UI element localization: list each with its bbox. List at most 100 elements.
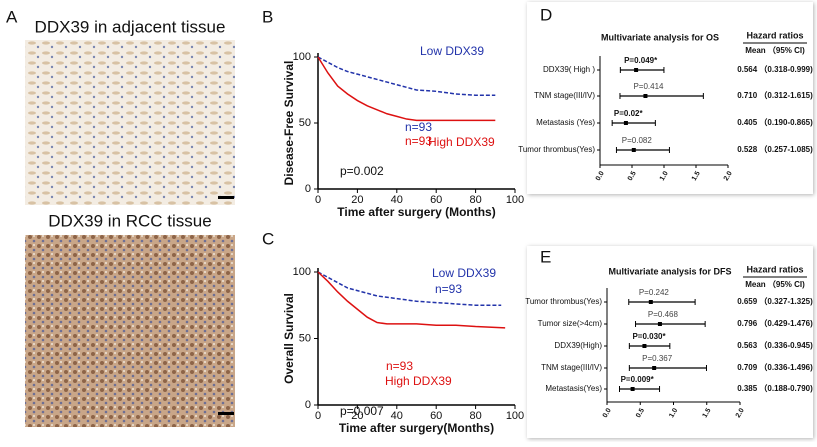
forest-title: Multivariate analysis for DFS: [608, 266, 731, 276]
x-tick-label: 80: [469, 194, 481, 206]
y-tick-label: 0: [305, 183, 311, 195]
y-axis-label: Overall Survival: [282, 293, 296, 384]
column-subheader: Mean （95% CI): [745, 45, 805, 55]
survival-curve: [317, 56, 496, 122]
y-tick-label: 100: [293, 51, 311, 63]
hazard-ratio: [657, 322, 662, 326]
x-tick-label: 0.0: [595, 170, 606, 182]
image-title: DDX39 in adjacent tissue: [35, 17, 226, 36]
x-tick-label: 2.0: [735, 407, 746, 419]
x-tick-label: 80: [469, 410, 481, 422]
row-label: Tumor thrombus(Yes): [518, 145, 595, 154]
x-tick-label: 0.5: [635, 407, 646, 419]
y-tick-label: 100: [293, 266, 311, 278]
legend-label: High DDX39: [385, 374, 452, 388]
forest-title: Multivariate analysis for OS: [601, 32, 719, 42]
hazard-ratio: [642, 344, 647, 348]
p-value: P=0.082: [622, 136, 653, 145]
scale-bar: [218, 412, 234, 415]
column-header: Hazard ratios: [746, 264, 803, 274]
row-label: Tumor size(>4cm): [538, 319, 603, 328]
x-axis-label: Time after surgery (Months): [337, 205, 495, 219]
column-subheader: Mean （95% CI): [745, 279, 805, 289]
x-tick-label: 0.0: [602, 407, 613, 419]
ci-label: 0.563 （0.336-0.945): [737, 340, 813, 350]
x-tick-label: 40: [391, 194, 403, 206]
x-tick-label: 1.0: [668, 407, 679, 419]
legend-label: Low DDX39: [432, 266, 496, 280]
annotation: p=0.007: [340, 404, 384, 418]
x-tick-label: 0.5: [627, 170, 638, 182]
ci-label: 0.710 （0.312-1.615): [737, 90, 813, 100]
hazard-ratio: [623, 121, 628, 125]
panel-label: A: [6, 7, 18, 26]
x-tick-label: 20: [351, 410, 363, 422]
panel-box: [527, 246, 813, 438]
row-label: TNM stage(III/IV): [541, 363, 602, 372]
ci-label: 0.405 （0.190-0.865): [737, 117, 813, 127]
x-tick-label: 60: [430, 410, 442, 422]
survival-curve: [317, 271, 502, 306]
hazard-ratio: [634, 68, 639, 72]
x-tick-label: 20: [351, 194, 363, 206]
p-value: P=0.030*: [632, 332, 666, 341]
x-tick-label: 0: [315, 410, 321, 422]
y-tick-label: 50: [299, 332, 311, 344]
ci-label: 0.564 （0.318-0.999): [737, 64, 813, 74]
row-label: Metastasis(Yes): [545, 384, 602, 393]
p-value: P=0.049*: [624, 56, 658, 65]
p-value: P=0.009*: [621, 375, 655, 384]
hazard-ratio: [652, 366, 657, 370]
x-axis-label: Time after surgery(Months): [339, 421, 494, 435]
p-value: P=0.468: [648, 310, 679, 319]
annotation: n=93: [405, 134, 432, 148]
annotation: n=93: [435, 282, 462, 296]
p-value: P=0.02*: [614, 109, 644, 118]
row-label: DDX39( High ): [543, 65, 595, 74]
x-tick-label: 100: [506, 410, 524, 422]
panel-box: [527, 2, 813, 194]
hazard-ratio: [648, 300, 653, 304]
row-label: Tumor thrombus(Yes): [525, 297, 602, 306]
annotation: n=93: [386, 359, 413, 373]
tissue-image: [25, 40, 235, 205]
survival-curve: [317, 271, 506, 329]
y-axis-label: Disease-Free Survival: [282, 61, 296, 186]
hazard-ratio: [643, 94, 648, 98]
p-value: P=0.414: [633, 82, 664, 91]
ci-label: 0.659 （0.327-1.325): [737, 296, 813, 306]
tissue-image: [25, 235, 235, 427]
column-header: Hazard ratios: [746, 30, 803, 40]
hazard-ratio: [630, 387, 635, 391]
hazard-ratio: [631, 148, 636, 152]
p-value: P=0.242: [639, 288, 670, 297]
survival-curve: [317, 56, 496, 97]
panel-label: E: [540, 247, 551, 266]
legend-label: High DDX39: [428, 135, 495, 149]
annotation: p=0.002: [340, 164, 384, 178]
row-label: Metastasis (Yes): [536, 118, 595, 127]
ci-label: 0.385 （0.188-0.790): [737, 383, 813, 393]
panel-label: D: [540, 5, 552, 24]
x-tick-label: 100: [506, 194, 524, 206]
ci-label: 0.528 （0.257-1.085): [737, 144, 813, 154]
image-title: DDX39 in RCC tissue: [48, 211, 211, 230]
ci-label: 0.709 （0.336-1.496): [737, 362, 813, 372]
x-tick-label: 1.5: [691, 170, 702, 182]
x-tick-label: 1.5: [702, 407, 713, 419]
row-label: TNM stage(III/IV): [534, 91, 595, 100]
y-tick-label: 0: [305, 399, 311, 411]
x-tick-label: 0: [315, 194, 321, 206]
row-label: DDX39(High): [554, 341, 602, 350]
ci-label: 0.796 （0.429-1.476): [737, 318, 813, 328]
panel-label: C: [262, 229, 274, 248]
annotation: n=93: [405, 120, 432, 134]
panel-label: B: [262, 7, 273, 26]
x-tick-label: 1.0: [659, 170, 670, 182]
scale-bar: [218, 196, 234, 199]
p-value: P=0.367: [642, 354, 673, 363]
x-tick-label: 40: [391, 410, 403, 422]
legend-label: Low DDX39: [420, 44, 484, 58]
